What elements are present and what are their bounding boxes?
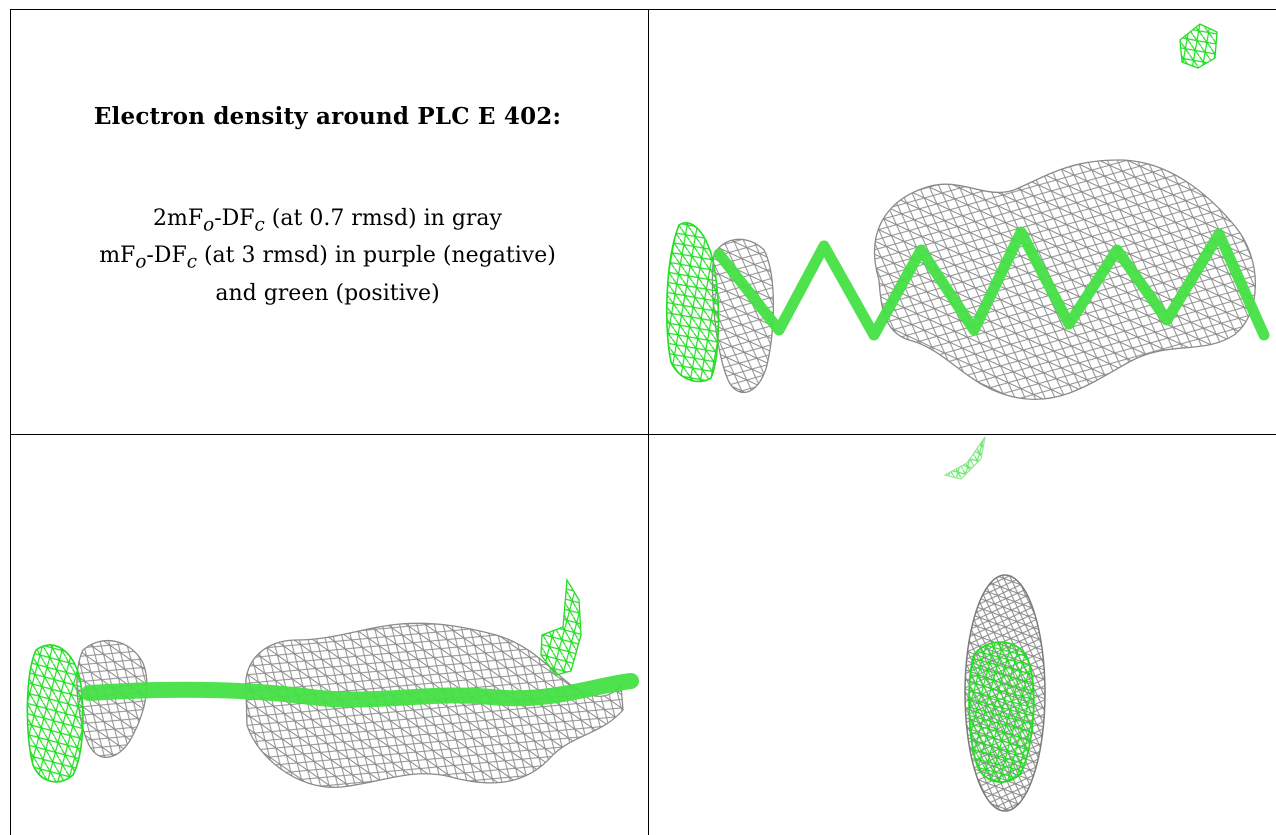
green-mesh-fragment — [1179, 23, 1218, 69]
grid-middle-line — [10, 434, 1276, 435]
legend-line-green: and green (positive) — [215, 280, 440, 306]
density-view-top-right — [649, 10, 1276, 434]
density-view-bottom-left — [11, 435, 648, 835]
gray-mesh-large — [874, 159, 1257, 401]
mesh-end-view — [943, 436, 1046, 812]
density-view-bottom-right — [649, 435, 1276, 835]
ligand-stick-zigzag — [713, 226, 1270, 341]
green-mesh-end-on — [968, 641, 1035, 783]
green-mesh-left — [26, 644, 84, 783]
ligand-stick-side — [81, 673, 639, 708]
mesh-side-view — [26, 577, 639, 788]
grid-center-line — [648, 9, 649, 835]
green-mesh-fragment — [943, 436, 986, 480]
density-legend: 2mFo-DFc (at 0.7 rmsd) in gray mFo-DFc (… — [10, 203, 645, 309]
green-mesh-fragment — [540, 577, 582, 676]
legend-line-difference: mFo-DFc (at 3 rmsd) in purple (negative) — [99, 243, 556, 273]
figure-title: Electron density around PLC E 402: — [93, 103, 562, 130]
green-mesh-left — [665, 222, 720, 383]
grid-top-border — [10, 9, 1276, 10]
caption-cell: Electron density around PLC E 402: 2mFo-… — [10, 10, 645, 433]
legend-line-gray: 2mFo-DFc (at 0.7 rmsd) in gray — [153, 206, 502, 236]
grid-left-border — [10, 9, 11, 835]
mesh-zigzag-view — [665, 23, 1270, 401]
